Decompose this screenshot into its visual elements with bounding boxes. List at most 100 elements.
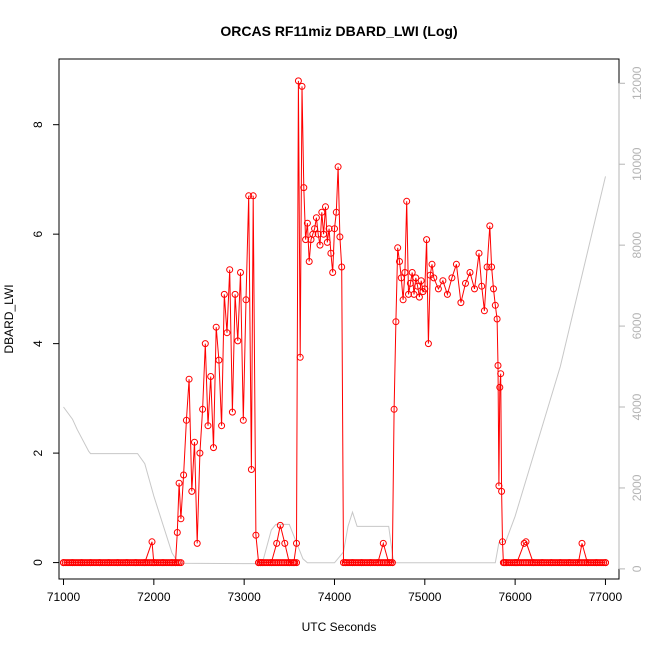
right-axis-series (63, 176, 606, 565)
y-axis: 0 2 4 6 8 (31, 121, 60, 566)
data-point (215, 356, 223, 364)
y-tick-label: 2 (31, 449, 45, 456)
data-point (237, 269, 244, 276)
data-point (491, 301, 499, 309)
data-point (520, 539, 528, 547)
data-point (172, 559, 179, 567)
data-point (223, 329, 231, 337)
data-point (513, 559, 521, 567)
y-tick-label: 0 (31, 559, 45, 566)
x-tick-label: 71000 (47, 590, 81, 604)
data-point (267, 559, 275, 567)
right-y-axis: 0 2000 4000 6000 8000 10000 12000 (618, 66, 644, 572)
data-point (96, 559, 104, 567)
x-tick-label: 74000 (318, 590, 352, 604)
data-point (412, 274, 420, 282)
plot-frame (58, 58, 620, 580)
data-point (578, 539, 586, 547)
right-axis-line (63, 176, 606, 565)
right-y-tick-label: 8000 (630, 231, 644, 258)
data-point (231, 290, 239, 298)
data-point (273, 539, 281, 547)
x-axis-label: UTC Seconds (302, 620, 377, 634)
data-point (220, 290, 228, 298)
data-point (448, 274, 456, 282)
x-tick-label: 76000 (498, 590, 532, 604)
chart-title: ORCAS RF11miz DBARD_LWI (Log) (220, 23, 457, 39)
data-point (498, 487, 506, 495)
data-point (457, 299, 465, 307)
data-point (311, 225, 319, 233)
data-point (556, 559, 564, 567)
data-point (242, 296, 250, 304)
data-point (341, 559, 349, 567)
data-point (175, 479, 183, 487)
data-point (193, 539, 201, 547)
y-axis-label: DBARD_LWI (2, 284, 16, 353)
data-point (114, 559, 122, 567)
data-point (349, 559, 356, 567)
data-point (547, 559, 555, 567)
data-point (334, 163, 342, 171)
data-point (150, 559, 158, 567)
right-y-tick-label: 0 (630, 565, 644, 572)
x-tick-label: 72000 (137, 590, 171, 604)
data-point (480, 307, 488, 315)
data-point (439, 277, 447, 285)
data-point (336, 233, 344, 241)
x-axis: 71000 72000 73000 74000 75000 76000 77000 (47, 578, 622, 604)
data-point (245, 192, 253, 200)
data-point (538, 559, 546, 567)
data-point (493, 315, 501, 323)
data-point (247, 466, 255, 473)
data-point (408, 269, 416, 276)
data-point (443, 290, 451, 298)
data-point (148, 538, 156, 546)
data-point (302, 236, 310, 244)
data-point (298, 82, 306, 90)
data-point (207, 373, 215, 380)
data-point (379, 539, 387, 547)
y-tick-label: 4 (31, 340, 45, 347)
data-point (329, 269, 337, 276)
data-series (60, 77, 609, 567)
data-point (300, 184, 308, 192)
data-point (159, 559, 167, 567)
data-point (290, 559, 298, 567)
data-point (490, 285, 497, 293)
data-point (574, 559, 582, 567)
data-point (185, 375, 193, 383)
data-point (312, 214, 320, 222)
data-point (565, 559, 573, 567)
data-point (394, 244, 402, 252)
data-point (325, 225, 333, 233)
data-point (132, 559, 140, 567)
data-point (399, 296, 407, 304)
data-point (495, 482, 503, 490)
data-point (466, 269, 474, 276)
data-point (327, 249, 335, 257)
right-y-tick-label: 10000 (630, 147, 644, 181)
data-point (522, 538, 530, 546)
data-point (239, 416, 247, 424)
data-point (331, 225, 338, 233)
data-point (483, 263, 491, 271)
right-y-tick-label: 6000 (630, 312, 644, 339)
data-point (201, 340, 209, 348)
data-point (388, 559, 396, 567)
data-point (228, 408, 236, 416)
data-point (471, 285, 478, 293)
data-point (276, 521, 284, 529)
right-y-tick-label: 12000 (630, 66, 644, 100)
data-point (502, 559, 510, 567)
data-point (285, 559, 293, 567)
data-point (488, 263, 496, 271)
data-point (123, 559, 131, 567)
data-point (374, 559, 382, 567)
data-point (414, 282, 422, 290)
data-point (475, 249, 483, 257)
y-tick-label: 8 (31, 121, 45, 128)
data-point (424, 340, 432, 348)
data-point (499, 538, 506, 546)
data-point (583, 559, 591, 567)
